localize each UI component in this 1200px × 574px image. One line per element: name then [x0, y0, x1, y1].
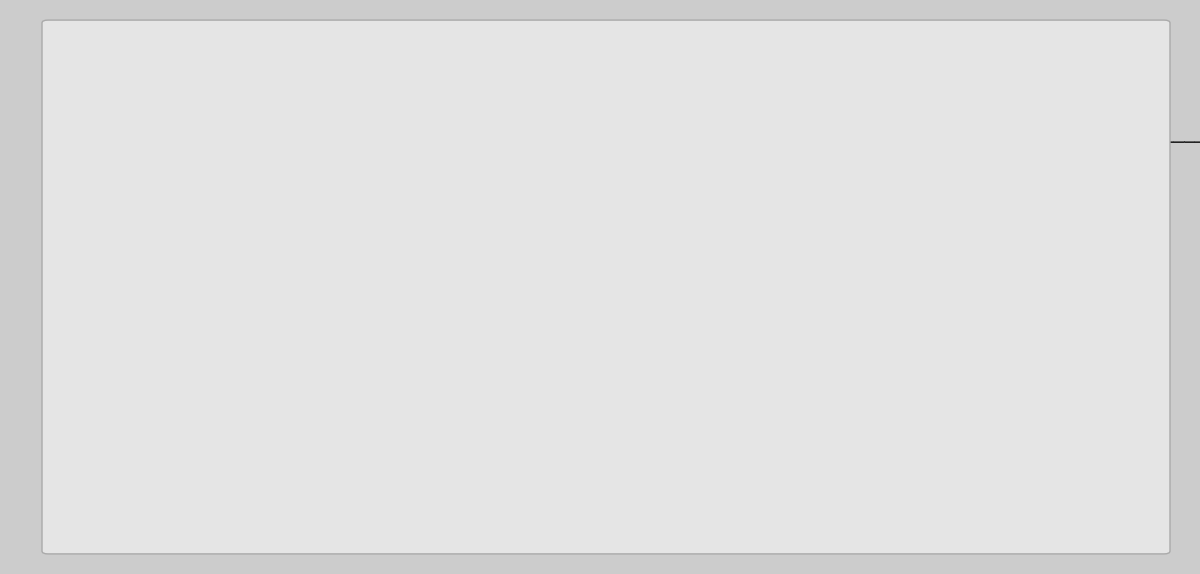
Text: Paramagnetic, 2: Paramagnetic, 2: [247, 399, 407, 418]
Text: C$_2$ is predicted to be unstable based on Molecular Orbital Theory: C$_2$ is predicted to be unstable based …: [247, 293, 882, 316]
Text: Based on Molecular Orbital Theory, C$_2$ is: Based on Molecular Orbital Theory, C$_2$…: [206, 121, 629, 145]
Text: (The MO diagram is on your equation sheet): (The MO diagram is on your equation shee…: [206, 174, 668, 194]
Text: - - - - - - - - - - - - - - - - - -: - - - - - - - - - - - - - - - - - -: [634, 123, 881, 143]
Text: Diamagnetic, 2: Diamagnetic, 2: [247, 241, 396, 259]
Text: Paramagnetic, 1: Paramagnetic, 1: [247, 347, 407, 366]
Text: Diamagnetic, 1: Diamagnetic, 1: [247, 451, 396, 470]
Text: with a bond order of ____.: with a bond order of ____.: [946, 122, 1200, 144]
